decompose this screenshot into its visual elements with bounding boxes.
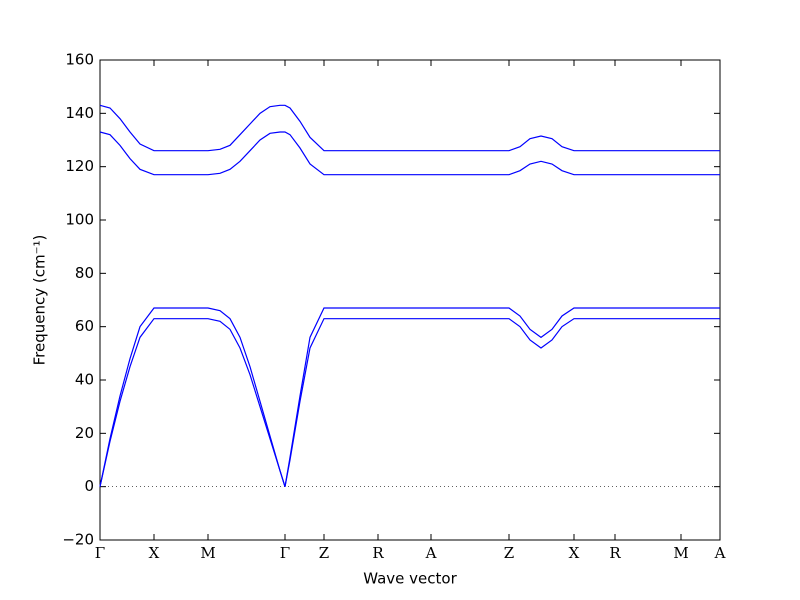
y-tick-label: 140 bbox=[65, 104, 94, 122]
y-tick-label: 120 bbox=[65, 157, 94, 175]
x-tick-label: Z bbox=[504, 544, 514, 562]
x-tick-label: R bbox=[609, 544, 621, 562]
x-tick-label: A bbox=[714, 544, 726, 562]
band-line bbox=[99, 307, 720, 487]
plot-frame bbox=[99, 59, 721, 541]
y-axis-label: Frequency (cm⁻¹) bbox=[31, 235, 49, 366]
x-tick-label: R bbox=[372, 544, 384, 562]
y-tick-label: −20 bbox=[62, 531, 94, 549]
x-tick-label: X bbox=[569, 544, 580, 562]
x-tick-label: M bbox=[200, 544, 215, 562]
y-tick-label: 160 bbox=[65, 51, 94, 69]
y-tick-label: 0 bbox=[84, 477, 94, 495]
x-tick-label: Γ bbox=[280, 544, 290, 562]
x-tick-label: M bbox=[673, 544, 688, 562]
y-tick-label: 20 bbox=[75, 424, 94, 442]
band-line bbox=[99, 131, 720, 176]
y-tick-label: 40 bbox=[75, 371, 94, 389]
x-tick-label: A bbox=[425, 544, 437, 562]
x-tick-label: Γ bbox=[95, 544, 105, 562]
x-axis-label: Wave vector bbox=[363, 570, 457, 588]
y-tick-label: 80 bbox=[75, 264, 94, 282]
y-tick-label: 100 bbox=[65, 211, 94, 229]
x-tick-label: X bbox=[149, 544, 160, 562]
x-tick-label: Z bbox=[319, 544, 329, 562]
y-tick-label: 60 bbox=[75, 317, 94, 335]
band-line bbox=[99, 104, 720, 152]
band-line bbox=[99, 318, 720, 487]
